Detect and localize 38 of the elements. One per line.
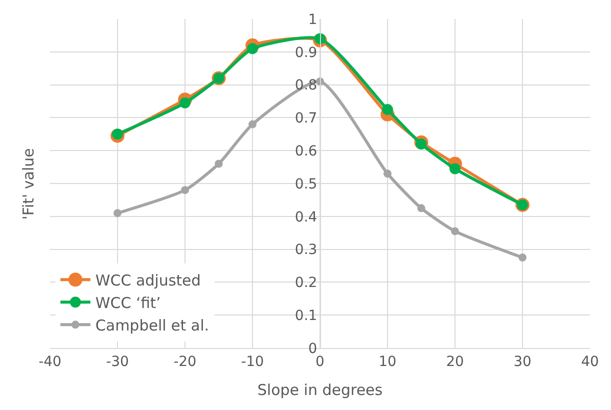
point bbox=[114, 209, 122, 218]
y-tick-label: 0.2 bbox=[294, 275, 318, 292]
point bbox=[214, 160, 223, 168]
point bbox=[181, 186, 189, 194]
point bbox=[248, 120, 256, 128]
x-tick-label: 20 bbox=[446, 354, 464, 370]
x-axis-title: Slope in degrees bbox=[257, 380, 383, 399]
legend-label: WCC ‘fit’ bbox=[95, 294, 161, 312]
y-tick-label: 0.1 bbox=[294, 308, 318, 324]
x-tick-label: 10 bbox=[378, 354, 396, 370]
y-tick-label: 1 bbox=[308, 12, 318, 28]
x-tick-label: 30 bbox=[514, 354, 532, 370]
point bbox=[112, 128, 123, 140]
point bbox=[180, 97, 190, 108]
y-tick-label: 0.4 bbox=[294, 209, 318, 226]
legend-label: WCC adjusted bbox=[95, 272, 201, 290]
legend-label: Campbell et al. bbox=[95, 316, 210, 335]
y-tick-label: 0.8 bbox=[294, 78, 318, 94]
x-tick-label: 40 bbox=[581, 354, 599, 370]
point bbox=[451, 227, 459, 236]
y-tick-label: 0.6 bbox=[294, 144, 318, 160]
y-tick-label: 0.3 bbox=[294, 242, 318, 258]
point bbox=[247, 43, 258, 54]
point bbox=[417, 204, 426, 212]
point bbox=[450, 163, 460, 174]
x-tick-label: -40 bbox=[38, 354, 62, 370]
point bbox=[384, 170, 392, 178]
y-tick-label: 0.9 bbox=[294, 44, 318, 61]
y-axis-title: 'Fit' value bbox=[20, 148, 38, 220]
x-tick-label: -10 bbox=[241, 354, 264, 370]
point bbox=[416, 138, 427, 150]
point bbox=[382, 104, 393, 115]
point bbox=[518, 254, 526, 262]
y-tick-label: 0.7 bbox=[294, 110, 318, 127]
x-tick-label: -20 bbox=[174, 354, 196, 370]
y-tick-label: 0.5 bbox=[294, 176, 318, 192]
x-tick-label: -30 bbox=[106, 354, 129, 370]
y-tick-label: 0 bbox=[308, 340, 318, 357]
